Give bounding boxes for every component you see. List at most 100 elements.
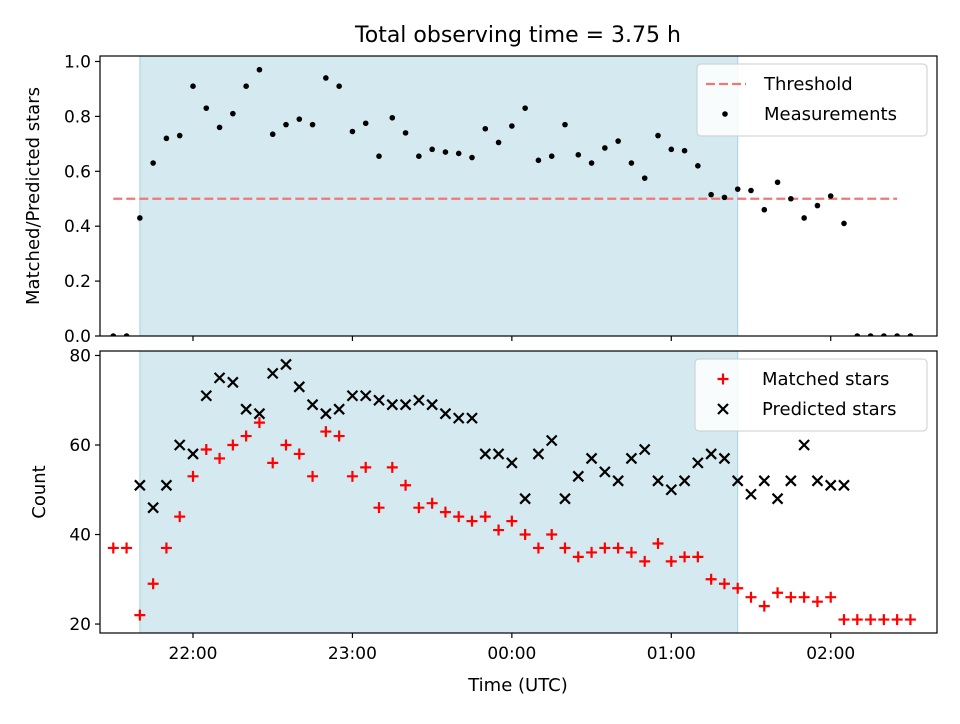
measurement-point: [774, 179, 781, 186]
measurement-point: [283, 121, 289, 128]
predicted-stars-point: [718, 452, 731, 465]
predicted-stars-point: [386, 398, 399, 411]
measurement-point: [442, 149, 449, 155]
matched-stars-point: [599, 542, 611, 554]
measurement-point: [256, 66, 263, 73]
measurement-point: [827, 193, 834, 199]
measurement-point: [695, 163, 701, 169]
y-tick-label: 0.8: [64, 107, 91, 127]
matched-stars-point: [745, 591, 757, 603]
predicted-stars-point: [824, 479, 837, 492]
measurement-point: [203, 105, 210, 111]
measurement-point: [748, 187, 754, 194]
measurement-point: [522, 105, 528, 111]
matched-stars-point: [878, 614, 890, 626]
predicted-stars-point: [758, 475, 771, 487]
matched-stars-point: [785, 591, 797, 603]
legend-label: Matched stars: [762, 369, 889, 390]
predicted-stars-point: [652, 475, 664, 487]
y-tick-label: 40: [69, 526, 91, 546]
plot-frame: [99, 350, 938, 634]
matched-stars-point: [479, 511, 491, 523]
matched-stars-point: [811, 596, 823, 608]
measurement-point: [814, 202, 821, 209]
matched-stars-point: [200, 443, 212, 455]
predicted-stars-point: [492, 448, 505, 460]
matched-stars-point: [652, 537, 664, 549]
measurement-point: [469, 154, 475, 161]
plot-frame: [99, 55, 938, 337]
matched-stars-point: [426, 497, 438, 509]
measurement-point: [376, 153, 382, 159]
measurement-point: [867, 333, 874, 336]
measurement-point: [721, 194, 728, 201]
matched-stars-point: [639, 555, 651, 567]
matched-stars-point: [134, 609, 146, 621]
matched-stars-point: [307, 470, 319, 482]
predicted-stars-point: [665, 483, 678, 496]
measurement-point: [641, 175, 648, 181]
measurement-point: [455, 150, 462, 157]
measurement-point: [668, 146, 675, 153]
predicted-stars-point: [519, 492, 531, 505]
measurement-point: [509, 123, 515, 129]
y-tick-label: 0.0: [64, 327, 91, 347]
legend-label: Threshold: [763, 74, 853, 95]
predicted-stars-point: [293, 381, 306, 393]
matched-stars-point: [160, 542, 172, 554]
measurement-point: [243, 83, 249, 89]
predicted-stars-point: [227, 376, 239, 389]
predicted-stars-point: [572, 470, 585, 483]
panel-counts: 20 40 60 80 22:00 23:00 00:00 01:00 02:00 Count Ma…: [29, 346, 938, 664]
matched-stars-point: [665, 555, 677, 567]
measurement-point: [336, 83, 342, 89]
predicted-stars-point: [731, 475, 744, 487]
predicted-stars-point: [306, 398, 319, 411]
matched-stars-point: [519, 529, 531, 541]
predicted-stars-point: [373, 394, 385, 407]
predicted-stars-point: [771, 492, 784, 505]
observing-window-shade: [139, 350, 739, 634]
measurement-point: [548, 153, 555, 159]
matched-stars-point: [293, 448, 305, 460]
matched-stars-point: [586, 546, 598, 558]
y-tick-label: 0.6: [64, 162, 91, 182]
predicted-stars-point: [134, 479, 146, 492]
matched-stars-point: [174, 511, 186, 523]
predicted-stars-point: [532, 448, 545, 460]
matched-stars-point: [400, 479, 412, 491]
measurement-point: [269, 131, 276, 138]
measurement-point: [615, 138, 621, 144]
measurement-point: [562, 121, 568, 128]
x-tick-label: 23:00: [328, 644, 377, 664]
legend-label: Measurements: [764, 104, 897, 125]
matched-stars-point: [625, 546, 637, 558]
measurement-point: [296, 116, 303, 122]
panel-ratio: 0.0 0.2 0.4 0.6 0.8 1.0 Matched/Predicted star…: [23, 52, 938, 347]
predicted-stars-point: [240, 403, 252, 415]
measurement-point: [429, 146, 435, 153]
predicted-stars-point: [253, 407, 266, 420]
matched-stars-point: [679, 551, 691, 563]
predicted-stars-point: [333, 403, 345, 415]
predicted-stars-point: [452, 412, 465, 424]
matched-stars-point: [559, 542, 571, 554]
measurement-point: [575, 152, 582, 158]
measurement-point: [110, 333, 117, 336]
predicted-stars-point: [625, 452, 638, 465]
measurement-point: [761, 206, 768, 213]
legend-matched-swatch: [717, 373, 729, 385]
matched-stars-point: [240, 430, 252, 442]
matched-stars-point: [386, 461, 398, 473]
legend-predicted-swatch: [717, 403, 729, 415]
measurement-point: [309, 121, 316, 128]
measurement-point: [362, 120, 369, 127]
predicted-stars-point: [187, 448, 199, 460]
predicted-stars-point: [466, 412, 478, 424]
measurement-point: [907, 333, 914, 336]
matched-stars-point: [121, 542, 133, 554]
matched-stars-point: [413, 502, 425, 514]
matched-stars-point: [493, 524, 505, 536]
predicted-stars-point: [798, 439, 810, 451]
matched-stars-point: [453, 511, 465, 523]
